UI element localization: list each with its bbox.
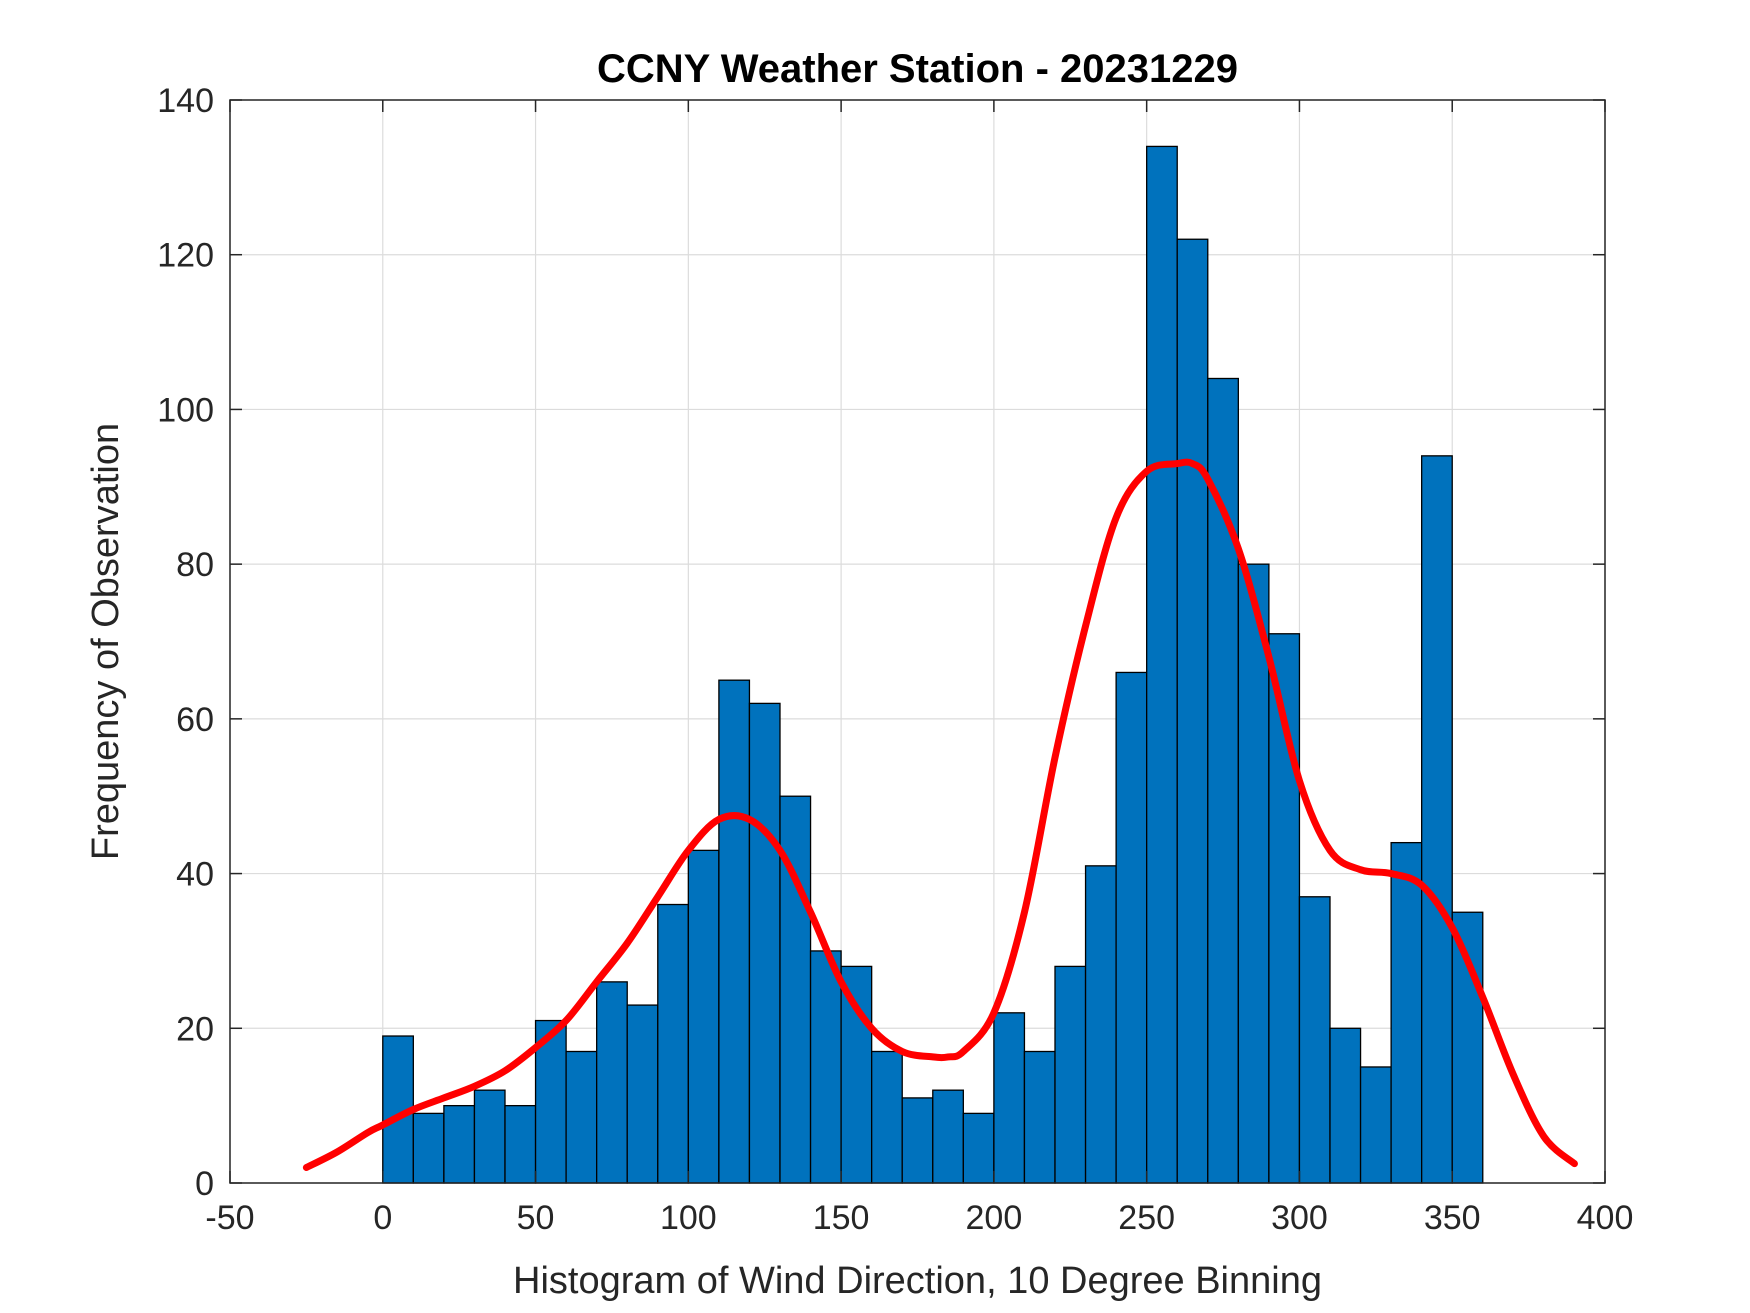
x-tick-labels: -50 0 50 100 150 200 250 300 350 400 xyxy=(205,1199,1633,1237)
y-tick-labels: 0 20 40 60 80 100 120 140 xyxy=(157,82,214,1203)
histogram-bar xyxy=(1359,1066,1392,1184)
x-tick-label: 50 xyxy=(517,1199,555,1237)
x-tick-label: 150 xyxy=(813,1199,870,1237)
histogram-bar xyxy=(626,1004,659,1184)
y-tick-label: 140 xyxy=(157,82,214,120)
histogram-bar xyxy=(596,981,628,1184)
histogram-bar xyxy=(443,1104,476,1184)
histogram-bar xyxy=(657,903,689,1184)
histogram-bar xyxy=(473,1089,506,1184)
histogram-bar xyxy=(1329,1027,1362,1184)
histogram-bar xyxy=(871,1050,903,1184)
histogram-bar xyxy=(962,1112,995,1184)
histogram-bar xyxy=(1023,1050,1056,1184)
y-tick-label: 60 xyxy=(176,701,214,739)
histogram-bar xyxy=(1207,377,1239,1184)
x-tick-label: 300 xyxy=(1271,1199,1328,1237)
x-tick-label: 250 xyxy=(1118,1199,1175,1237)
histogram-bar xyxy=(1237,563,1270,1184)
histogram-bar xyxy=(1390,841,1423,1184)
chart-title: CCNY Weather Station - 20231229 xyxy=(597,47,1238,91)
histogram-bar xyxy=(748,702,781,1184)
density-curve xyxy=(302,458,1578,1172)
y-tick-label: 80 xyxy=(176,546,214,584)
y-tick-label: 0 xyxy=(195,1165,214,1203)
histogram-bar xyxy=(932,1089,964,1184)
histogram-bar xyxy=(993,1012,1026,1184)
x-tick-label: 400 xyxy=(1577,1199,1634,1237)
histogram-bar xyxy=(565,1050,598,1184)
plot-frame xyxy=(229,99,1606,1184)
histogram-bar xyxy=(1084,865,1117,1184)
histogram-bar xyxy=(412,1112,445,1184)
histogram-bar xyxy=(901,1097,934,1184)
histogram-bar xyxy=(718,679,751,1184)
histogram-bar xyxy=(1146,145,1178,1184)
histogram-bar xyxy=(1115,671,1148,1184)
x-tick-label: 200 xyxy=(966,1199,1023,1237)
x-tick-label: 0 xyxy=(373,1199,392,1237)
x-tick-label: 350 xyxy=(1424,1199,1481,1237)
histogram-bar xyxy=(1298,896,1331,1184)
y-axis-label: Frequency of Observation xyxy=(85,423,127,860)
tick-marks xyxy=(229,99,1606,1184)
y-tick-label: 120 xyxy=(157,237,214,275)
histogram-bar xyxy=(809,950,842,1184)
y-tick-label: 40 xyxy=(176,856,214,894)
histogram-bar xyxy=(687,849,720,1184)
y-tick-label: 100 xyxy=(157,391,214,429)
histogram-bar xyxy=(840,965,873,1184)
histogram-bar xyxy=(1176,238,1209,1184)
histogram-bar xyxy=(1054,965,1087,1184)
x-axis-label: Histogram of Wind Direction, 10 Degree B… xyxy=(513,1260,1322,1302)
histogram-bar xyxy=(504,1104,537,1184)
y-tick-label: 20 xyxy=(176,1010,214,1048)
x-tick-label: -50 xyxy=(205,1199,254,1237)
histogram-bar xyxy=(779,795,812,1184)
plot-area xyxy=(230,100,1605,1183)
histogram-bar xyxy=(1421,455,1453,1184)
x-tick-label: 100 xyxy=(660,1199,717,1237)
